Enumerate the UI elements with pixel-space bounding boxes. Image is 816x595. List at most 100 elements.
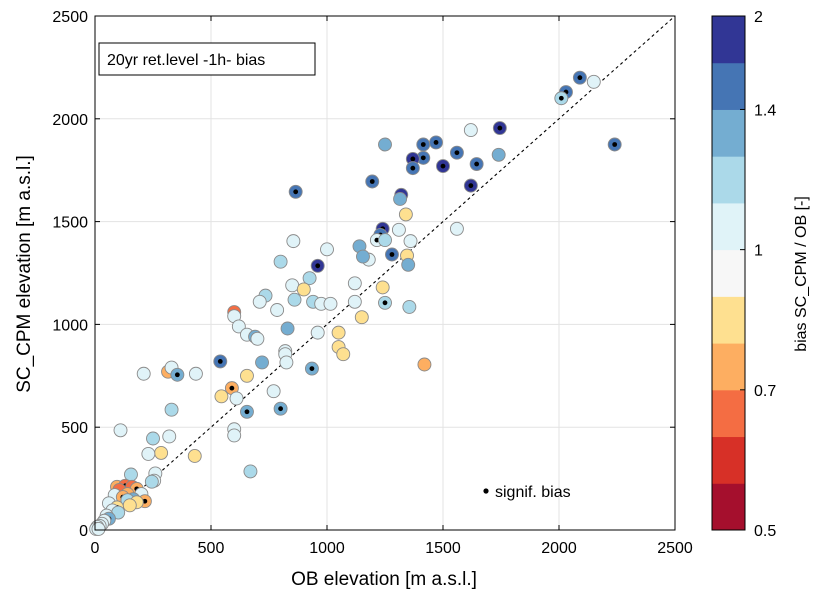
grid xyxy=(94,15,676,531)
y-tick-label: 1500 xyxy=(52,215,88,232)
data-point xyxy=(231,319,246,334)
data-point xyxy=(378,233,392,248)
significance-marker xyxy=(374,237,380,243)
significance-marker xyxy=(612,142,618,147)
data-point xyxy=(331,325,346,340)
data-point xyxy=(273,254,288,269)
significance-marker xyxy=(389,252,395,257)
y-tick-label: 2500 xyxy=(52,9,88,26)
data-point xyxy=(285,278,300,293)
colorbar-tick-label: 0.7 xyxy=(754,383,776,400)
significance-marker xyxy=(174,372,180,378)
legend-marker xyxy=(483,488,489,494)
data-point xyxy=(146,431,160,446)
data-point xyxy=(391,222,406,237)
y-tick-label: 1000 xyxy=(52,317,88,334)
colorbar-segment xyxy=(712,156,745,204)
data-point xyxy=(162,429,177,444)
colorbar-segment xyxy=(712,343,745,391)
data-point xyxy=(449,221,464,236)
x-tick-label: 2000 xyxy=(541,540,577,557)
y-tick-label: 0 xyxy=(79,523,88,540)
colorbar-segment xyxy=(712,436,745,484)
data-point xyxy=(356,249,370,264)
data-point xyxy=(243,464,258,479)
data-point xyxy=(136,366,151,381)
x-axis-label: OB elevation [m a.s.l.] xyxy=(291,569,477,590)
significance-marker xyxy=(278,406,283,412)
data-point xyxy=(229,391,244,406)
data-points xyxy=(89,70,622,536)
colorbar-segment xyxy=(712,109,745,157)
x-tick-label: 2500 xyxy=(657,540,693,557)
colorbar-tick-label: 2 xyxy=(754,9,763,26)
x-axis-ticks: 0 500 1000 1500 2000 2500 xyxy=(91,16,693,557)
significance-marker xyxy=(474,161,480,167)
y-axis-label: SC_CPM elevation [m a.s.l.] xyxy=(14,155,35,393)
annotation-box: 20yr ret.level -1h- bias xyxy=(98,42,316,76)
x-tick-label: 1500 xyxy=(425,540,461,557)
data-point xyxy=(187,449,202,463)
colorbar-tick-label: 1 xyxy=(754,243,763,260)
data-point xyxy=(347,294,362,309)
data-point xyxy=(280,321,295,336)
significance-marker xyxy=(309,366,315,372)
data-point xyxy=(287,292,302,307)
colorbar-segment xyxy=(712,16,745,64)
colorbar-segment xyxy=(712,389,745,438)
colorbar-segment xyxy=(712,202,745,251)
legend-label: signif. bias xyxy=(495,484,571,501)
data-point xyxy=(336,347,351,362)
significance-marker xyxy=(454,150,460,156)
y-axis-ticks: 0 500 1000 1500 2000 2500 xyxy=(52,9,675,540)
data-point xyxy=(227,428,242,443)
data-point xyxy=(378,137,392,152)
data-point xyxy=(91,522,106,536)
significance-marker xyxy=(293,189,299,195)
legend: signif. bias xyxy=(483,484,571,501)
significance-marker xyxy=(410,156,416,162)
significance-marker xyxy=(420,142,426,147)
significance-marker xyxy=(410,165,416,171)
significance-marker xyxy=(229,385,235,391)
data-point xyxy=(347,276,362,291)
data-point xyxy=(113,423,128,438)
colorbar-segment xyxy=(712,483,745,531)
significance-marker xyxy=(577,75,583,81)
significance-marker xyxy=(468,183,474,189)
significance-marker xyxy=(558,95,564,101)
data-point xyxy=(286,234,301,249)
data-point xyxy=(141,446,156,461)
y-tick-label: 500 xyxy=(61,420,88,437)
significance-marker xyxy=(217,359,223,364)
data-point xyxy=(296,282,311,297)
data-point xyxy=(401,257,416,272)
data-point xyxy=(402,299,417,314)
colorbar-segment xyxy=(712,62,745,110)
significance-marker xyxy=(382,300,388,306)
colorbar-frame xyxy=(711,15,746,531)
colorbar xyxy=(711,15,746,531)
data-point xyxy=(417,357,432,372)
significance-marker xyxy=(440,163,446,169)
colorbar-tick-label: 0.5 xyxy=(754,523,776,540)
significance-marker xyxy=(497,125,503,131)
data-point xyxy=(214,389,229,404)
data-point xyxy=(122,498,137,513)
x-tick-label: 1000 xyxy=(309,540,345,557)
data-point xyxy=(320,242,334,257)
data-point xyxy=(255,355,269,370)
colorbar-ticks: 0.5 0.7 1 1.4 2 xyxy=(740,9,776,540)
data-point xyxy=(586,74,601,89)
data-point xyxy=(240,368,254,383)
x-tick-label: 0 xyxy=(91,540,100,557)
significance-marker xyxy=(315,263,321,269)
data-point xyxy=(403,234,418,249)
data-point xyxy=(164,402,179,417)
significance-marker xyxy=(244,409,250,415)
data-point xyxy=(279,355,294,370)
data-point xyxy=(154,445,169,460)
significance-marker xyxy=(369,179,375,184)
significance-marker xyxy=(433,140,439,145)
